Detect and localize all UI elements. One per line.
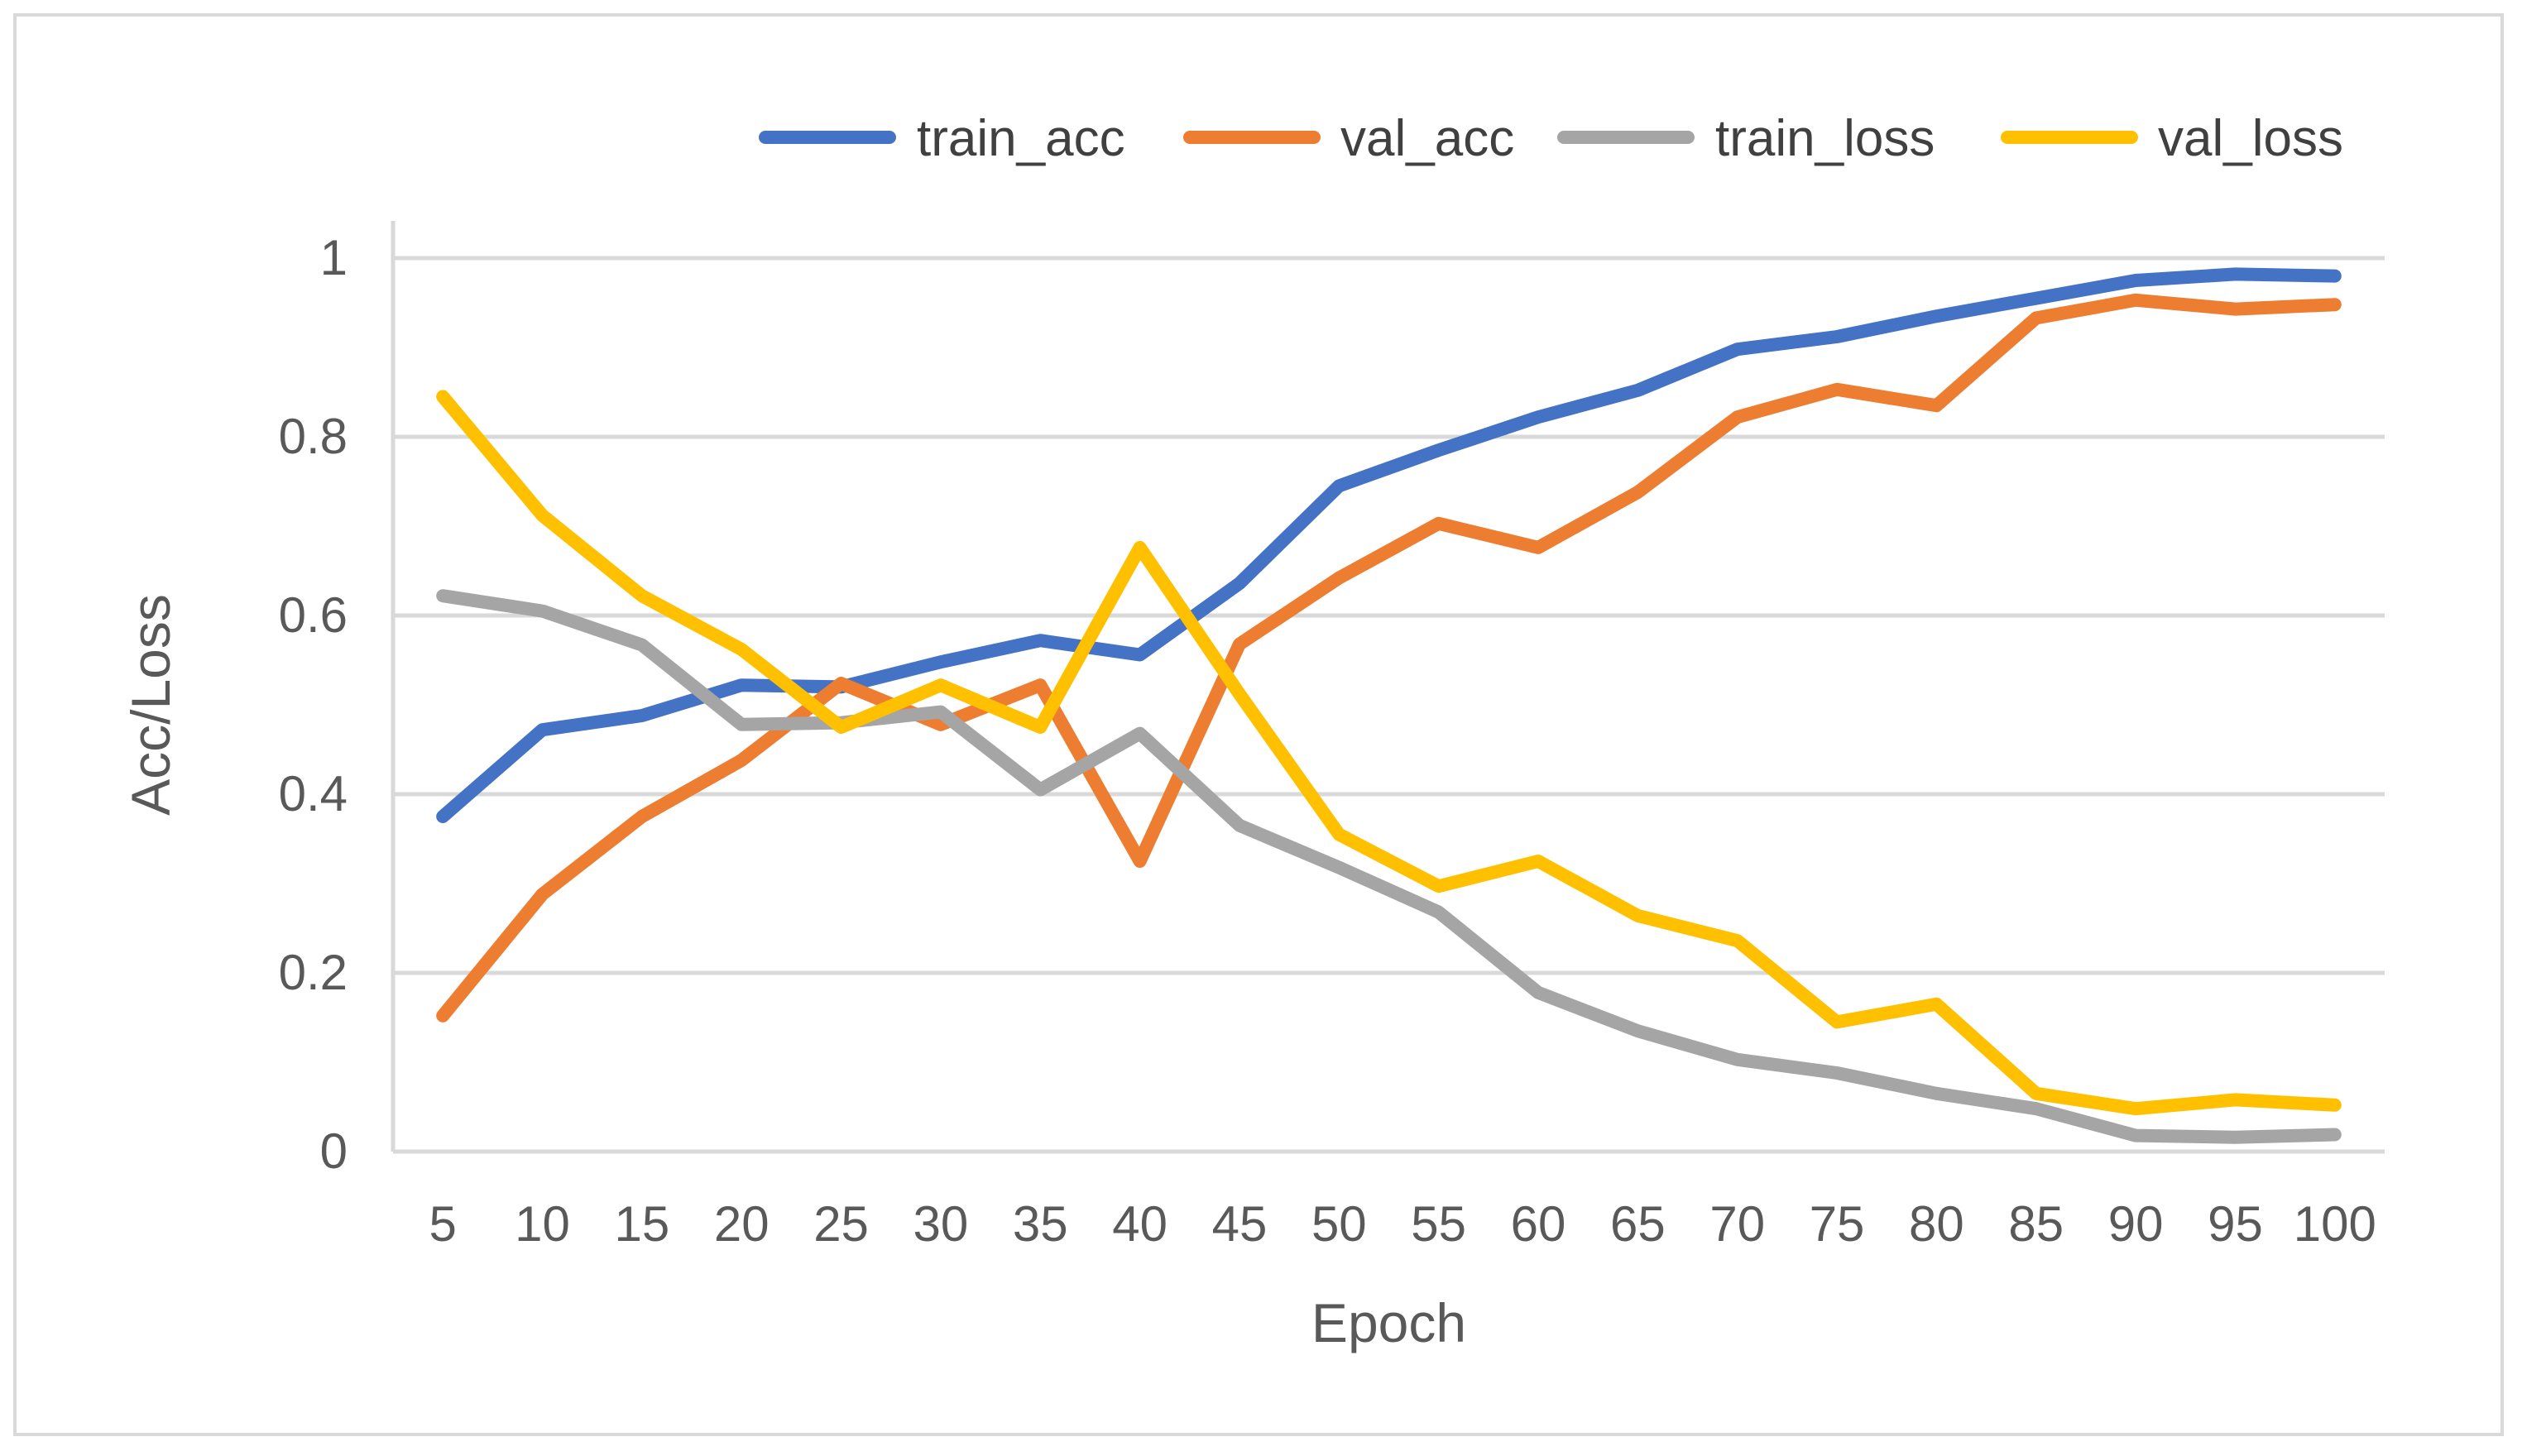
line-chart: 00.20.40.60.815 10 15 20 25 30 35 40 45 50 55 60 65 7… bbox=[120, 110, 2385, 1353]
series-lines bbox=[436, 267, 2342, 1144]
y-tick-label: 1 bbox=[320, 230, 348, 285]
series-line-train-acc bbox=[436, 267, 2342, 823]
x-tick-label: 95 bbox=[2208, 1196, 2263, 1252]
axes: 00.20.40.60.815 10 15 20 25 30 35 40 45 50 55 60 65 7… bbox=[279, 221, 2385, 1252]
x-tick-label: 55 bbox=[1411, 1196, 1466, 1252]
x-tick-label: 100 bbox=[2294, 1196, 2376, 1252]
legend: train_acc val_acc train_loss val_loss bbox=[759, 110, 2343, 167]
x-tick-label: 50 bbox=[1311, 1196, 1367, 1252]
x-tick-label: 5 bbox=[429, 1196, 456, 1252]
series-line-val-loss bbox=[436, 390, 2342, 1116]
legend-label-val-acc: val_acc bbox=[1340, 110, 1514, 167]
x-tick-label: 80 bbox=[1909, 1196, 1964, 1252]
legend-label-train-loss: train_loss bbox=[1715, 110, 1935, 167]
x-tick-label: 35 bbox=[1013, 1196, 1068, 1252]
legend-label-val-loss: val_loss bbox=[2158, 110, 2343, 167]
x-tick-label: 85 bbox=[2008, 1196, 2064, 1252]
gridlines bbox=[393, 256, 2385, 975]
y-axis-title: Acc/Loss bbox=[120, 594, 181, 816]
legend-label-train-acc: train_acc bbox=[917, 110, 1125, 167]
x-tick-label: 75 bbox=[1810, 1196, 1865, 1252]
x-tick-label: 15 bbox=[615, 1196, 670, 1252]
x-tick-label: 65 bbox=[1610, 1196, 1666, 1252]
x-axis-title: Epoch bbox=[1311, 1292, 1466, 1353]
x-tick-label: 25 bbox=[813, 1196, 869, 1252]
series-line-train-loss bbox=[436, 589, 2342, 1144]
x-tick-label: 30 bbox=[913, 1196, 969, 1252]
x-tick-label: 10 bbox=[515, 1196, 570, 1252]
y-tick-label: 0.8 bbox=[279, 409, 348, 464]
x-tick-label: 70 bbox=[1709, 1196, 1765, 1252]
y-tick-label: 0 bbox=[320, 1123, 348, 1179]
series-line-val-acc bbox=[436, 293, 2342, 1023]
y-tick-label: 0.6 bbox=[279, 587, 348, 643]
chart-frame: 0 0.2 0.4 0.6 0.8 1 5 10 15 20 25 30 35 40 45 50 55 60 65 7… bbox=[13, 13, 2504, 1436]
y-tick-label: 0.2 bbox=[279, 945, 348, 1000]
x-tick-label: 90 bbox=[2108, 1196, 2164, 1252]
x-tick-label: 40 bbox=[1112, 1196, 1168, 1252]
x-tick-label: 60 bbox=[1511, 1196, 1566, 1252]
x-tick-label: 45 bbox=[1212, 1196, 1268, 1252]
x-tick-label: 20 bbox=[714, 1196, 770, 1252]
y-tick-label: 0.4 bbox=[279, 766, 348, 821]
